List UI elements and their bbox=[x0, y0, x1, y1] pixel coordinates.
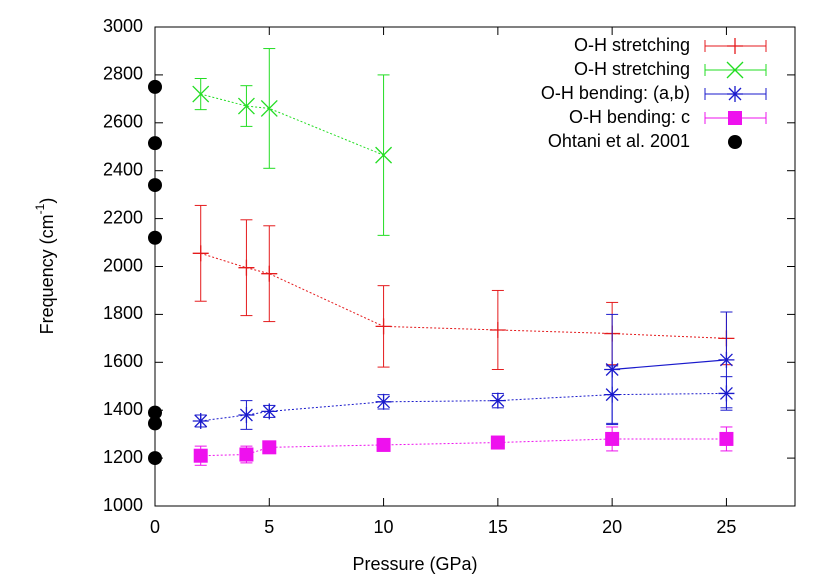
marker-part bbox=[719, 353, 733, 367]
marker bbox=[489, 392, 506, 409]
marker-part bbox=[260, 99, 278, 117]
marker bbox=[192, 245, 209, 262]
x-tick-label: 15 bbox=[488, 517, 508, 537]
y-tick-label: 1000 bbox=[103, 495, 143, 515]
marker bbox=[718, 351, 735, 368]
marker bbox=[375, 146, 393, 164]
y-axis-label: Frequency (cm-1) bbox=[33, 198, 57, 335]
marker-part bbox=[375, 146, 393, 164]
marker bbox=[148, 451, 162, 466]
marker bbox=[604, 361, 621, 378]
marker bbox=[260, 99, 278, 117]
marker-part bbox=[376, 437, 391, 452]
x-axis-label: Pressure (GPa) bbox=[352, 554, 477, 574]
marker-part bbox=[193, 448, 208, 463]
marker-part bbox=[237, 97, 255, 115]
legend-label: O-H bending: (a,b) bbox=[541, 83, 690, 103]
plot-frame bbox=[154, 26, 796, 507]
legend-label: O-H stretching bbox=[574, 35, 690, 55]
marker-part bbox=[728, 111, 742, 125]
legend-label: O-H bending: c bbox=[569, 107, 690, 127]
marker-part bbox=[148, 405, 162, 420]
x-tick-label: 0 bbox=[150, 517, 160, 537]
marker bbox=[238, 259, 255, 276]
marker bbox=[605, 431, 620, 446]
marker-part bbox=[605, 431, 620, 446]
marker-part bbox=[719, 431, 734, 446]
series-line bbox=[200, 392, 727, 422]
marker bbox=[726, 61, 744, 79]
marker bbox=[148, 416, 162, 431]
marker bbox=[148, 136, 162, 151]
marker bbox=[375, 393, 392, 410]
marker-part bbox=[728, 135, 742, 149]
series-line bbox=[612, 359, 727, 371]
y-tick-label: 1400 bbox=[103, 399, 143, 419]
marker-part bbox=[726, 61, 744, 79]
marker bbox=[375, 318, 392, 335]
marker bbox=[489, 321, 506, 338]
marker-part bbox=[194, 414, 208, 428]
marker bbox=[727, 38, 743, 54]
y-tick-label: 2600 bbox=[103, 112, 143, 132]
y-tick-label: 3000 bbox=[103, 16, 143, 36]
marker-part bbox=[148, 230, 162, 245]
marker-part bbox=[148, 178, 162, 193]
marker bbox=[727, 86, 743, 102]
marker bbox=[490, 435, 505, 450]
series-line bbox=[200, 93, 384, 156]
y-tick-label: 2800 bbox=[103, 64, 143, 84]
marker-part bbox=[377, 395, 391, 409]
marker bbox=[237, 97, 255, 115]
marker-part bbox=[192, 85, 210, 103]
x-tick-label: 10 bbox=[374, 517, 394, 537]
y-tick-label: 1800 bbox=[103, 303, 143, 323]
legend-label: Ohtani et al. 2001 bbox=[548, 131, 690, 151]
marker bbox=[148, 178, 162, 193]
marker bbox=[376, 437, 391, 452]
y-tick-label: 1600 bbox=[103, 351, 143, 371]
marker-part bbox=[148, 416, 162, 431]
y-label-main: Frequency (cm bbox=[37, 214, 57, 334]
marker-part bbox=[148, 79, 162, 94]
marker bbox=[192, 412, 209, 429]
y-tick-label: 1200 bbox=[103, 447, 143, 467]
y-tick-label: 2200 bbox=[103, 207, 143, 227]
marker-part bbox=[148, 136, 162, 151]
y-label-end: ) bbox=[37, 198, 57, 204]
marker bbox=[193, 448, 208, 463]
marker bbox=[728, 135, 742, 149]
x-tick-label: 25 bbox=[716, 517, 736, 537]
marker bbox=[728, 111, 742, 125]
marker bbox=[192, 85, 210, 103]
y-label-sup: -1 bbox=[33, 203, 47, 214]
marker bbox=[148, 405, 162, 420]
marker-part bbox=[490, 435, 505, 450]
marker-part bbox=[728, 87, 742, 101]
marker bbox=[238, 406, 255, 423]
marker bbox=[261, 265, 278, 282]
marker bbox=[239, 447, 254, 462]
marker-part bbox=[239, 408, 253, 422]
marker-part bbox=[239, 447, 254, 462]
marker bbox=[148, 79, 162, 94]
x-tick-label: 20 bbox=[602, 517, 622, 537]
marker-part bbox=[491, 394, 505, 408]
y-tick-label: 2400 bbox=[103, 159, 143, 179]
marker bbox=[261, 403, 278, 420]
marker bbox=[262, 440, 277, 455]
marker-part bbox=[262, 404, 276, 418]
legend-label: O-H stretching bbox=[574, 59, 690, 79]
marker bbox=[148, 230, 162, 245]
marker-part bbox=[605, 363, 619, 376]
x-tick-label: 5 bbox=[264, 517, 274, 537]
y-tick-label: 2000 bbox=[103, 255, 143, 275]
marker bbox=[719, 431, 734, 446]
marker-part bbox=[262, 440, 277, 455]
series-line bbox=[200, 252, 727, 339]
marker-part bbox=[148, 451, 162, 466]
series-line bbox=[200, 438, 727, 457]
